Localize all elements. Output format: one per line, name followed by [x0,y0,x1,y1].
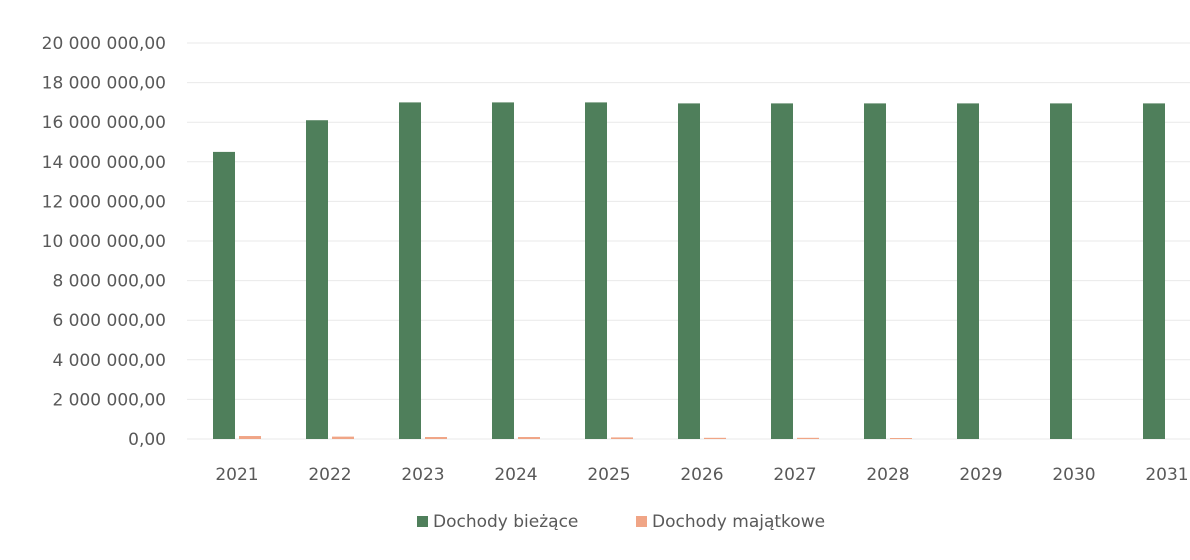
bar-dochody-biezace-2031 [1143,103,1165,439]
legend-label: Dochody bieżące [433,512,578,532]
y-tick-label: 16 000 000,00 [42,113,166,133]
bar-dochody-biezace-2029 [957,103,979,439]
x-tick-label: 2030 [1052,465,1095,485]
bar-dochody-biezace-2025 [585,102,607,440]
bars [213,102,1165,440]
x-tick-label: 2021 [215,465,258,485]
bar-dochody-majatkowe-2021 [239,436,261,439]
bar-dochody-biezace-2022 [306,120,328,439]
x-tick-label: 2027 [773,465,816,485]
legend-swatch [636,516,647,527]
bar-dochody-majatkowe-2028 [890,438,912,439]
y-tick-label: 2 000 000,00 [52,390,166,410]
y-tick-label: 18 000 000,00 [42,74,166,94]
legend-label: Dochody majątkowe [652,512,825,532]
y-tick-label: 6 000 000,00 [52,311,166,331]
x-tick-label: 2024 [494,465,537,485]
x-tick-label: 2025 [587,465,630,485]
x-tick-label: 2031 [1145,465,1188,485]
bar-dochody-majatkowe-2023 [425,437,447,439]
bar-dochody-biezace-2030 [1050,103,1072,439]
y-tick-label: 14 000 000,00 [42,153,166,173]
bar-dochody-biezace-2021 [213,151,235,439]
bar-dochody-biezace-2024 [492,102,514,440]
x-axis-tick-labels: 2021 2022 2023 2024 2025 2026 2027 2028 2029 2030… [215,465,1188,485]
bar-dochody-majatkowe-2026 [704,437,726,439]
y-tick-label: 4 000 000,00 [52,351,166,371]
y-tick-label: 8 000 000,00 [52,272,166,292]
bar-dochody-majatkowe-2024 [518,437,540,439]
bar-dochody-majatkowe-2022 [332,436,354,439]
x-tick-label: 2028 [866,465,909,485]
y-tick-label: 0,00 [128,430,166,450]
y-tick-label: 10 000 000,00 [42,232,166,252]
y-axis-tick-labels: 0,00 2 000 000,00 4 000 000,00 6 000 000,00… [42,34,166,450]
legend: Dochody bieżące Dochody majątkowe [417,512,825,532]
bar-dochody-majatkowe-2025 [611,437,633,439]
x-tick-label: 2023 [401,465,444,485]
bar-dochody-biezace-2028 [864,103,886,439]
y-tick-label: 20 000 000,00 [42,34,166,54]
bar-dochody-majatkowe-2027 [797,437,819,439]
legend-swatch [417,516,428,527]
bar-dochody-biezace-2026 [678,103,700,439]
x-tick-label: 2026 [680,465,723,485]
bar-dochody-biezace-2027 [771,103,793,439]
bar-dochody-biezace-2023 [399,102,421,440]
x-tick-label: 2029 [959,465,1002,485]
y-tick-label: 12 000 000,00 [42,192,166,212]
x-tick-label: 2022 [308,465,351,485]
